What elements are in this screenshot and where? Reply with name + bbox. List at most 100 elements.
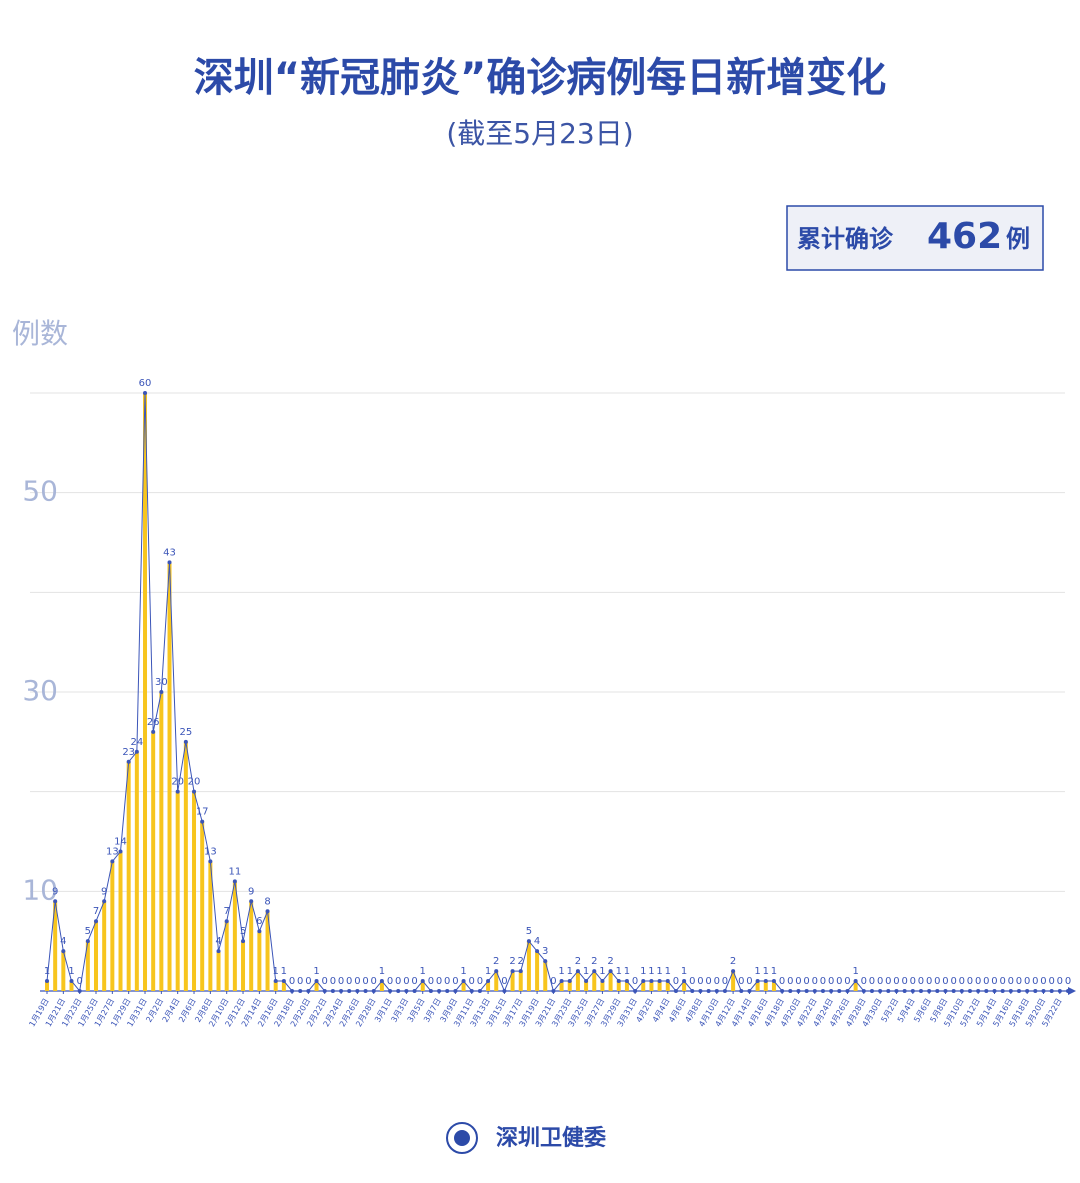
value-label: 0 (812, 976, 818, 987)
value-label: 0 (673, 976, 679, 987)
value-label: 0 (844, 976, 850, 987)
y-axis-label: 例数 (12, 317, 68, 350)
value-label: 0 (395, 976, 401, 987)
value-label: 60 (139, 378, 152, 389)
value-label: 0 (820, 976, 826, 987)
value-label: 0 (632, 976, 638, 987)
bar (200, 821, 205, 991)
value-label: 1 (558, 966, 564, 977)
value-label: 0 (828, 976, 834, 987)
value-label: 0 (477, 976, 483, 987)
value-label: 0 (354, 976, 360, 987)
point (273, 979, 278, 984)
value-label: 0 (330, 976, 336, 987)
point (1066, 989, 1070, 993)
value-label: 20 (171, 777, 184, 788)
bar (45, 981, 49, 991)
point (820, 989, 825, 993)
value-label: 2 (493, 956, 499, 967)
value-label: 0 (779, 976, 785, 987)
point (208, 859, 213, 864)
point (347, 989, 352, 993)
point (559, 979, 564, 984)
point (690, 989, 695, 993)
x-axis-arrow (1068, 987, 1076, 995)
bar (126, 761, 131, 991)
value-label: 1 (583, 966, 589, 977)
point (788, 989, 793, 993)
bar (731, 971, 736, 991)
bar (257, 931, 262, 991)
point (224, 919, 229, 924)
point (249, 899, 254, 904)
point (608, 969, 613, 974)
value-label: 0 (983, 976, 989, 987)
value-label: 0 (1048, 976, 1054, 987)
point (379, 979, 384, 984)
bar (379, 981, 384, 991)
bar (665, 981, 670, 991)
logo (446, 1122, 478, 1154)
value-label: 8 (264, 896, 270, 907)
point (420, 979, 425, 984)
point (151, 729, 156, 734)
bar (486, 981, 491, 991)
value-label: 1 (616, 966, 622, 977)
point (94, 919, 99, 924)
point (110, 859, 115, 864)
point (649, 979, 654, 984)
point (763, 979, 768, 984)
value-label: 4 (60, 936, 66, 947)
bar (151, 731, 156, 991)
point (1033, 989, 1038, 993)
total-unit: 例 (1006, 225, 1030, 253)
value-label: 2 (591, 956, 597, 967)
value-label: 0 (705, 976, 711, 987)
bar (94, 921, 99, 991)
point (159, 690, 164, 694)
value-label: 0 (967, 976, 973, 987)
point (682, 979, 687, 984)
value-label: 0 (877, 976, 883, 987)
value-label: 2 (730, 956, 736, 967)
bar (102, 901, 107, 991)
point (143, 391, 148, 395)
value-label: 0 (999, 976, 1005, 987)
bar (510, 971, 515, 991)
value-label: 11 (228, 866, 241, 877)
value-label: 0 (76, 976, 82, 987)
point (85, 939, 90, 944)
point (1049, 989, 1054, 993)
value-label: 0 (934, 976, 940, 987)
value-label: 0 (305, 976, 311, 987)
value-label: 2 (575, 956, 581, 967)
bar (167, 562, 172, 991)
bar (314, 981, 319, 991)
bar (518, 971, 523, 991)
value-label: 1 (313, 966, 319, 977)
value-label: 0 (722, 976, 728, 987)
value-label: 0 (803, 976, 809, 987)
point (543, 959, 548, 964)
value-label: 0 (697, 976, 703, 987)
point (641, 979, 646, 984)
value-label: 5 (526, 926, 532, 937)
value-label: 1 (460, 966, 466, 977)
value-label: 9 (52, 886, 58, 897)
point (951, 989, 956, 993)
value-label: 3 (542, 946, 548, 957)
bar (208, 861, 213, 991)
value-label: 0 (901, 976, 907, 987)
point (869, 989, 874, 993)
value-label: 7 (224, 906, 230, 917)
value-label: 1 (754, 966, 760, 977)
bar (143, 393, 148, 991)
total-label: 累计确诊 (797, 225, 894, 253)
value-label: 0 (371, 976, 377, 987)
value-label: 0 (975, 976, 981, 987)
point (984, 989, 989, 993)
bar (535, 951, 540, 991)
value-label: 1 (273, 966, 279, 977)
source: 深圳卫健委 (496, 1125, 606, 1151)
value-label: 30 (155, 677, 168, 688)
